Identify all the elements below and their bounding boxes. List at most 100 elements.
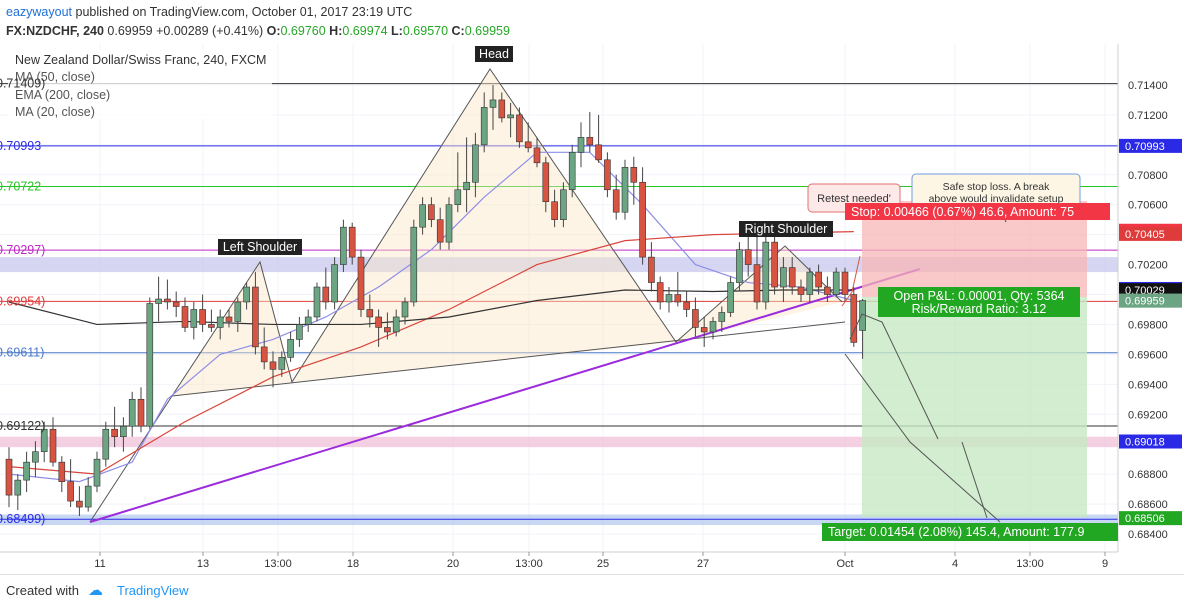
price-badge: 0.70405 xyxy=(1119,226,1182,241)
projection-arrow-main xyxy=(849,313,939,440)
tradingview-link[interactable]: TradingView xyxy=(117,583,189,598)
y-tick-label: 0.68600 xyxy=(1128,499,1168,511)
y-tick-label: 0.70800 xyxy=(1128,170,1168,182)
left-shoulder-label: Left Shoulder xyxy=(218,239,302,255)
publish-line: eazywayout published on TradingView.com,… xyxy=(6,5,412,19)
support-trendline xyxy=(89,268,921,523)
candle-body xyxy=(788,267,796,288)
ohlc-high-value: 0.69974 xyxy=(342,24,388,38)
retest-arrow xyxy=(841,255,861,307)
candle-body xyxy=(612,189,620,213)
candle xyxy=(287,331,294,362)
head-and-shoulders-pattern xyxy=(89,68,921,523)
candle-body xyxy=(463,181,470,191)
candle-body xyxy=(621,166,629,213)
candle-body xyxy=(410,226,418,303)
candle-body xyxy=(771,241,778,288)
candle xyxy=(568,144,576,198)
candle-body xyxy=(472,144,479,183)
position-tool[interactable] xyxy=(862,201,1087,517)
candle-body xyxy=(595,144,602,161)
candle-body xyxy=(155,298,162,304)
candle-body xyxy=(208,324,215,328)
candle xyxy=(348,222,356,265)
y-tick-label: 0.69200 xyxy=(1128,409,1168,421)
candle-body xyxy=(762,241,770,303)
candle xyxy=(472,132,479,198)
candle-body xyxy=(436,219,444,243)
candle-body xyxy=(815,271,822,288)
candle-body xyxy=(498,99,506,119)
price-badge: 0.69018 xyxy=(1119,434,1182,449)
candle-body xyxy=(84,485,92,508)
candle-body xyxy=(366,309,374,318)
time-axis[interactable]: 11 13 13:00 18 20 13:00 25 27 Oct 4 13:00 9 xyxy=(0,551,1118,570)
x-tick-label: 9 xyxy=(1102,558,1108,570)
level-label: 0.70297) xyxy=(0,243,45,257)
y-tick-label: 0.71400 xyxy=(1128,80,1168,92)
left-shoulder-text: Left Shoulder xyxy=(223,240,297,254)
candle xyxy=(700,316,708,347)
x-tick-label: 4 xyxy=(952,558,958,570)
projection-arrow-2 xyxy=(961,441,988,519)
candle-body xyxy=(67,481,74,502)
price-badge-bg xyxy=(1119,226,1182,241)
candle-body xyxy=(568,152,576,191)
candle xyxy=(630,156,638,205)
candle-body xyxy=(736,249,743,283)
candle xyxy=(516,107,523,148)
candle-body xyxy=(727,282,734,313)
candle xyxy=(190,302,198,340)
candle-body xyxy=(243,286,250,303)
price-badge-text: 0.69959 xyxy=(1125,296,1165,308)
candle-body xyxy=(516,114,523,143)
candle xyxy=(84,477,92,512)
candle xyxy=(577,122,585,168)
ohlc-open-label: O: xyxy=(266,24,281,38)
candle xyxy=(5,447,13,508)
candle-body xyxy=(375,316,382,328)
candle xyxy=(331,257,338,310)
candle xyxy=(93,451,101,493)
candle-body xyxy=(639,181,646,258)
candle-body xyxy=(269,361,277,370)
author-link[interactable]: eazywayout xyxy=(6,5,73,19)
x-tick-label: 11 xyxy=(94,558,105,570)
x-tick-label: 13:00 xyxy=(515,558,543,570)
legend-ma20: MA (20, close) xyxy=(15,105,95,119)
price-badge-bg xyxy=(1119,293,1182,308)
candle-body xyxy=(665,294,673,303)
pnl-text: Open P&L: 0.00001, Qty: 5364 xyxy=(894,289,1065,303)
candle-body xyxy=(331,264,338,303)
published-text: published on TradingView.com, October 01… xyxy=(75,5,413,19)
candle xyxy=(208,309,215,332)
zone-band xyxy=(0,436,1118,448)
price-chart[interactable]: 0.714000.712000.710000.708000.706000.704… xyxy=(0,44,1184,574)
candle-body xyxy=(181,306,189,328)
last-price: 0.69959 xyxy=(107,24,153,38)
level-labels: 0.71409) 0.70993 0.70722 0.70297) 0.69954) 0.… xyxy=(0,77,45,527)
candle-body xyxy=(656,282,664,303)
candle-body xyxy=(322,286,330,303)
candle xyxy=(806,267,814,303)
candle xyxy=(322,267,330,310)
candle xyxy=(384,312,391,340)
candle-body xyxy=(252,286,259,348)
candle xyxy=(586,111,594,153)
candle xyxy=(164,279,171,310)
y-tick-label: 0.70200 xyxy=(1128,260,1168,272)
candle xyxy=(410,219,418,307)
candle-body xyxy=(674,294,682,303)
candle xyxy=(252,272,259,355)
rr-text: Risk/Reward Ratio: 3.12 xyxy=(912,302,1047,316)
y-tick-label: 0.69600 xyxy=(1128,349,1168,361)
candle-body xyxy=(313,286,321,318)
candle-body xyxy=(278,357,286,370)
price-badge-bg xyxy=(1119,434,1182,449)
x-tick-label: Oct xyxy=(836,558,853,570)
candle xyxy=(58,456,66,493)
candle xyxy=(401,297,409,325)
safe-stop-note: Safe stop loss. A break above would inva… xyxy=(911,173,1081,209)
candle xyxy=(14,474,22,511)
candle-body xyxy=(850,294,858,343)
